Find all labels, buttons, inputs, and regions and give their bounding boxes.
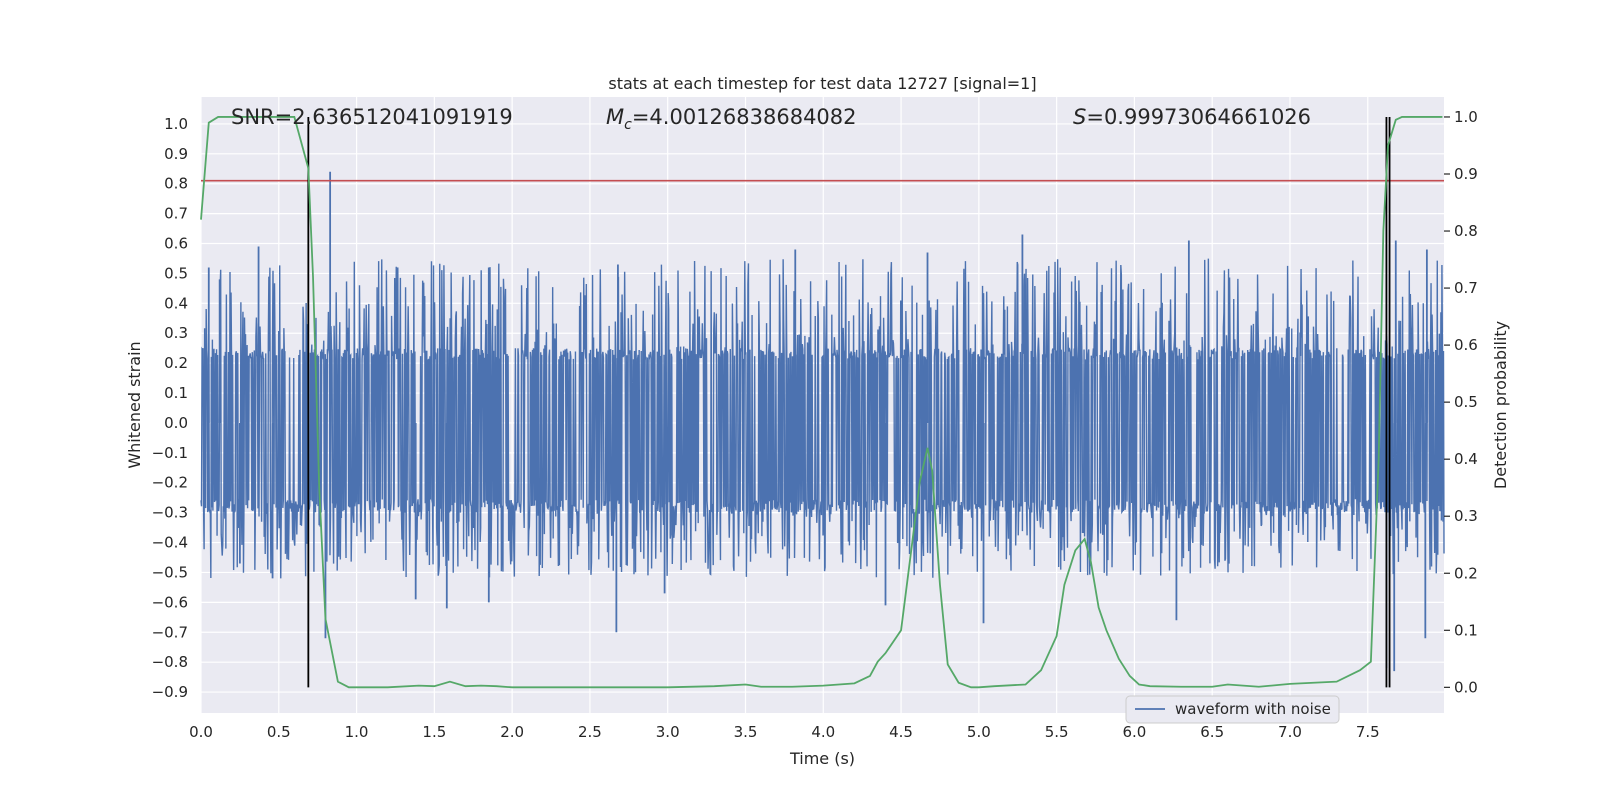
y2-axis-ticks: 1.0 0.9 0.8 0.7 0.6 0.5 0.4 0.3 0.2 0.1 0.0 — [1444, 108, 1478, 696]
x-tick-label: 0.5 — [267, 723, 291, 741]
y-tick-label: −0.6 — [152, 593, 188, 611]
s-symbol: S — [1073, 105, 1086, 129]
mc-symbol: M — [606, 105, 624, 129]
detection-probability-line — [200, 116, 1443, 689]
vertical-markers — [307, 116, 1391, 688]
y2-tick-label: 0.9 — [1454, 165, 1478, 183]
mc-subscript: c — [624, 117, 632, 133]
y2-axis-label: Detection probability — [1491, 321, 1510, 489]
x-tick-label: 7.5 — [1356, 723, 1380, 741]
x-tick-label: 2.0 — [500, 723, 524, 741]
legend-box — [1125, 695, 1340, 724]
y-tick-label: 0.9 — [164, 145, 188, 163]
y-axis-ticks: 1.0 0.9 0.8 0.7 0.6 0.5 0.4 0.3 0.2 0.1 0.0 −0.1 −0.… — [152, 115, 188, 701]
x-tick-label: 2.5 — [578, 723, 602, 741]
s-annotation: S=0.99973064661026 — [1073, 105, 1311, 129]
y-tick-label: 0.2 — [164, 354, 188, 372]
y2-tick-label: 0.3 — [1454, 507, 1478, 525]
x-tick-label: 3.0 — [656, 723, 680, 741]
x-tick-label: 6.5 — [1200, 723, 1224, 741]
y2-tick-label: 0.8 — [1454, 222, 1478, 240]
y-tick-label: 0.6 — [164, 235, 188, 253]
x-tick-label: 0.0 — [189, 723, 213, 741]
y-tick-label: −0.8 — [152, 653, 188, 671]
legend-label: waveform with noise — [1175, 700, 1331, 718]
y-tick-label: 0.5 — [164, 264, 188, 282]
y-axis-label: Whitened strain — [125, 341, 144, 468]
y-tick-label: 0.3 — [164, 324, 188, 342]
x-tick-label: 5.5 — [1045, 723, 1069, 741]
x-tick-label: 7.0 — [1278, 723, 1302, 741]
y2-tick-label: 0.7 — [1454, 279, 1478, 297]
x-tick-label: 4.5 — [889, 723, 913, 741]
legend: waveform with noise — [1125, 695, 1340, 724]
x-tick-label: 3.5 — [734, 723, 758, 741]
y-tick-label: −0.3 — [152, 504, 188, 522]
y-tick-label: 0.1 — [164, 384, 188, 402]
y-tick-label: −0.5 — [152, 563, 188, 581]
y-tick-label: 0.7 — [164, 205, 188, 223]
waveform-trace — [200, 258, 1445, 579]
y2-tick-label: 0.5 — [1454, 393, 1478, 411]
y-tick-label: 0.4 — [164, 294, 188, 312]
y2-tick-label: 0.6 — [1454, 336, 1478, 354]
x-axis-label: Time (s) — [789, 749, 855, 768]
y2-tick-label: 1.0 — [1454, 108, 1478, 126]
x-tick-label: 5.0 — [967, 723, 991, 741]
chart-title: stats at each timestep for test data 127… — [608, 74, 1036, 93]
y-tick-label: −0.9 — [152, 683, 188, 701]
y-tick-label: −0.4 — [152, 534, 188, 552]
x-tick-label: 4.0 — [811, 723, 835, 741]
x-tick-label: 1.0 — [345, 723, 369, 741]
y-tick-label: 0.8 — [164, 175, 188, 193]
x-tick-label: 1.5 — [422, 723, 446, 741]
y-tick-label: 0.0 — [164, 414, 188, 432]
y-tick-label: −0.2 — [152, 474, 188, 492]
y-tick-label: 1.0 — [164, 115, 188, 133]
y2-tick-label: 0.1 — [1454, 621, 1478, 639]
y-tick-label: −0.7 — [152, 623, 188, 641]
mc-value: =4.00126838684082 — [632, 105, 857, 129]
x-axis-ticks: 0.0 0.5 1.0 1.5 2.0 2.5 3.0 3.5 4.0 4.5 5.0 5.5 6.0 6… — [189, 723, 1380, 741]
x-tick-label: 6.0 — [1122, 723, 1146, 741]
y2-tick-label: 0.4 — [1454, 450, 1478, 468]
snr-annotation: SNR=2.636512041091919 — [231, 105, 513, 129]
y-tick-label: −0.1 — [152, 444, 188, 462]
s-value: =0.99973064661026 — [1086, 105, 1311, 129]
y2-tick-label: 0.0 — [1454, 678, 1478, 696]
chirp-mass-annotation: Mc=4.00126838684082 — [606, 105, 857, 133]
y2-tick-label: 0.2 — [1454, 564, 1478, 582]
